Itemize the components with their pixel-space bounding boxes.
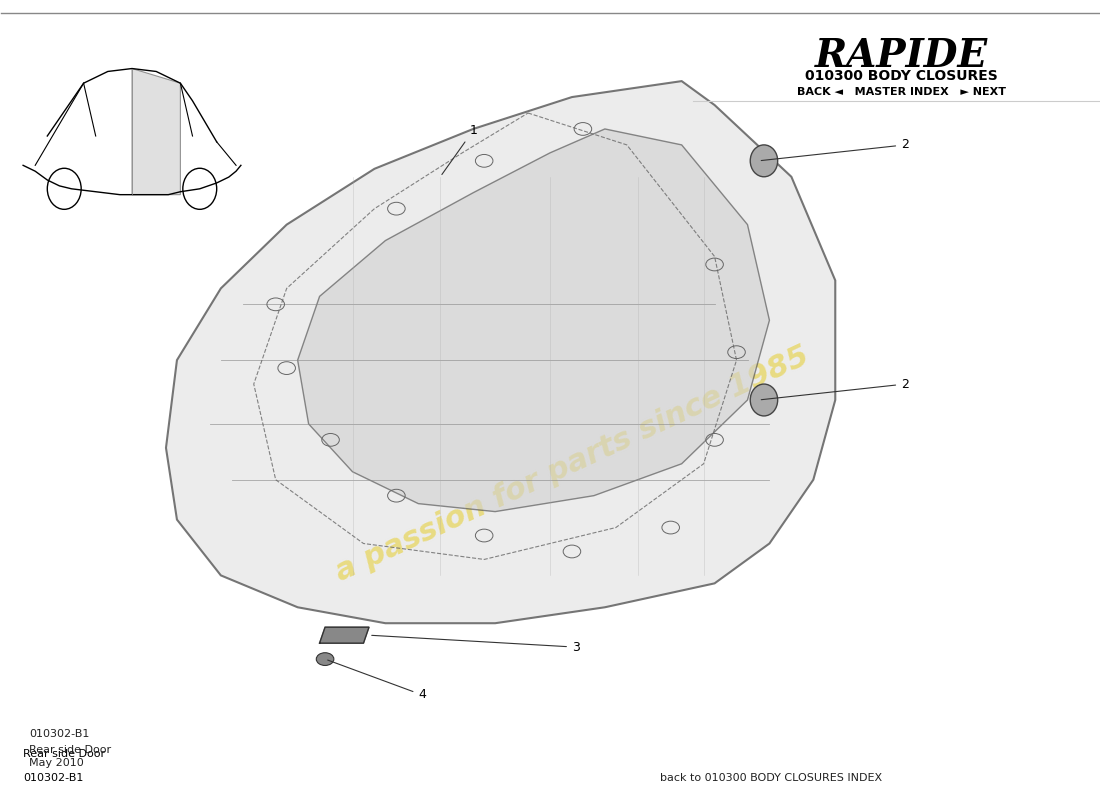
Text: Rear side Door: Rear side Door: [29, 745, 111, 754]
PathPatch shape: [298, 129, 769, 512]
Text: 010302-B1: 010302-B1: [23, 773, 84, 782]
Text: RAPIDE: RAPIDE: [814, 38, 988, 75]
Text: May 2010: May 2010: [29, 758, 84, 768]
Text: 3: 3: [372, 635, 580, 654]
Text: Rear side Door: Rear side Door: [23, 749, 106, 758]
PathPatch shape: [166, 81, 835, 623]
Text: BACK ◄   MASTER INDEX   ► NEXT: BACK ◄ MASTER INDEX ► NEXT: [796, 86, 1005, 97]
Circle shape: [317, 653, 333, 666]
Text: a passion for parts since 1985: a passion for parts since 1985: [330, 341, 813, 586]
Text: 010302-B1: 010302-B1: [29, 729, 89, 739]
Text: 2: 2: [761, 378, 909, 400]
Text: back to 010300 BODY CLOSURES INDEX: back to 010300 BODY CLOSURES INDEX: [660, 773, 882, 782]
Polygon shape: [320, 627, 368, 643]
Ellipse shape: [750, 384, 778, 416]
Text: 4: 4: [328, 660, 426, 702]
Text: 2: 2: [761, 138, 909, 161]
Polygon shape: [132, 69, 180, 194]
Text: 010300 BODY CLOSURES: 010300 BODY CLOSURES: [805, 69, 998, 83]
Text: 1: 1: [442, 124, 477, 174]
Ellipse shape: [750, 145, 778, 177]
